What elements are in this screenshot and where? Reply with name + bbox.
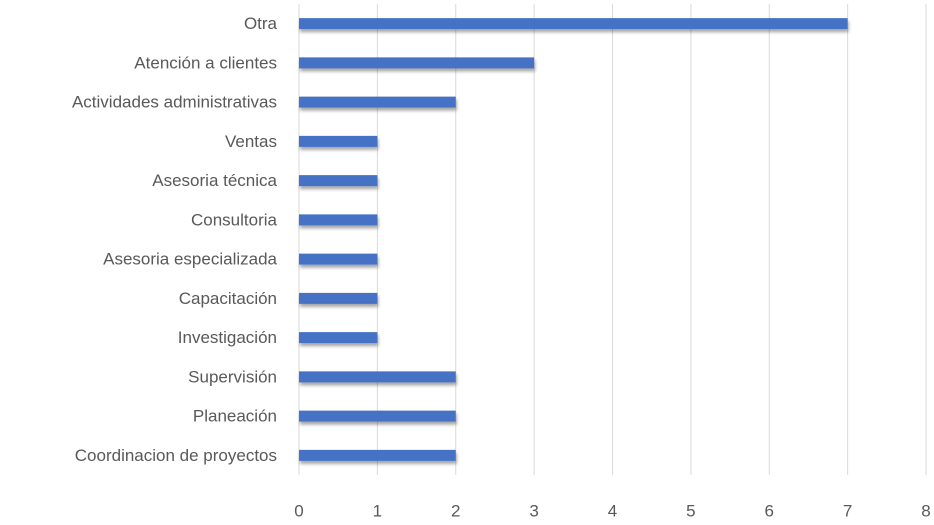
x-tick-label: 4 [608, 501, 617, 520]
x-tick-label: 8 [921, 501, 930, 520]
y-tick-label: Supervisión [188, 367, 277, 386]
x-tick-label: 2 [451, 501, 460, 520]
y-tick-label: Coordinacion de proyectos [75, 446, 277, 465]
x-tick-label: 3 [529, 501, 538, 520]
bar [299, 135, 378, 147]
x-tick-label: 6 [765, 501, 774, 520]
x-tick-label: 1 [373, 501, 382, 520]
bar [299, 57, 535, 69]
x-tick-label: 7 [843, 501, 852, 520]
y-tick-label: Otra [244, 14, 278, 33]
y-tick-label: Consultoria [191, 210, 278, 229]
bar [299, 253, 378, 265]
bar [299, 371, 456, 383]
x-tick-label: 0 [294, 501, 303, 520]
bar [299, 96, 456, 108]
y-tick-label: Asesoria especializada [103, 250, 277, 269]
y-tick-label: Actividades administrativas [72, 93, 277, 112]
y-tick-label: Atención a clientes [134, 53, 277, 72]
bar [299, 332, 378, 344]
bar [299, 410, 456, 422]
bar [299, 18, 848, 30]
y-tick-label: Investigación [178, 328, 277, 347]
y-tick-label: Planeación [193, 407, 277, 426]
x-tick-label: 5 [686, 501, 695, 520]
bar [299, 214, 378, 226]
y-tick-label: Asesoria técnica [152, 171, 277, 190]
bar [299, 292, 378, 304]
y-tick-label: Capacitación [179, 289, 277, 308]
bar [299, 449, 456, 461]
bar [299, 175, 378, 187]
y-tick-label: Ventas [225, 132, 277, 151]
